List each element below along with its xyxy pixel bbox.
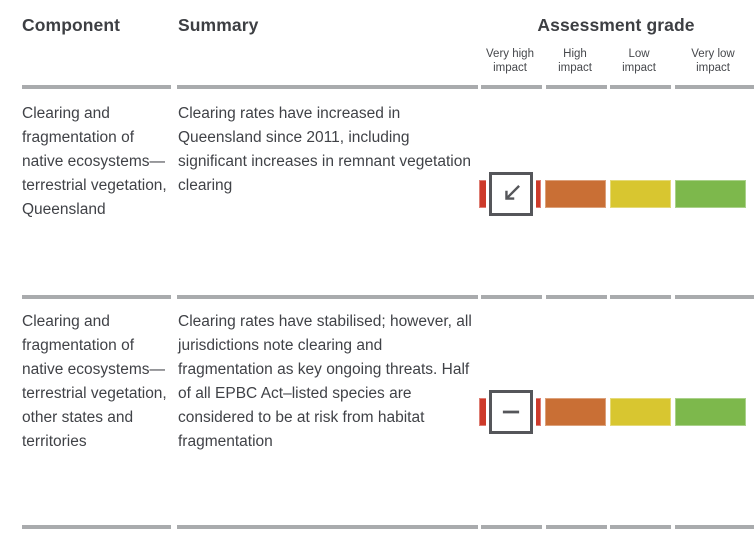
- grade-marker-very-high-impact: [489, 390, 533, 434]
- grade-marker-very-high-impact: [489, 172, 533, 216]
- grade-column-label-very-high-impact: Very high impact: [486, 48, 534, 74]
- grade-segment-high-impact: [545, 180, 606, 208]
- component-cell: Clearing and fragmentation of native eco…: [22, 105, 167, 218]
- column-header-summary: Summary: [178, 15, 259, 35]
- grade-column-label-low-impact: Low impact: [622, 48, 656, 74]
- assessment-scale-bar: [479, 390, 746, 434]
- column-header-component: Component: [22, 15, 121, 35]
- grade-segment-low-impact: [610, 180, 671, 208]
- grade-segment-very-low-impact: [675, 398, 746, 426]
- grade-column-label-very-low-impact: Very low impact: [691, 48, 735, 74]
- grade-column-label-high-impact: High impact: [558, 48, 592, 74]
- grade-segment-low-impact: [610, 398, 671, 426]
- grade-segment-high-impact: [545, 398, 606, 426]
- grade-segment-very-low-impact: [675, 180, 746, 208]
- component-cell: Clearing and fragmentation of native eco…: [22, 313, 167, 450]
- assessment-scale-bar: [479, 172, 746, 216]
- summary-cell: Clearing rates have increased in Queensl…: [178, 105, 471, 194]
- trend-declining-arrow-icon: [505, 185, 520, 200]
- column-header-assessment-grade: Assessment grade: [537, 15, 695, 35]
- summary-cell: Clearing rates have stabilised; however,…: [178, 313, 472, 450]
- trend-stable-dash-icon: [502, 410, 520, 414]
